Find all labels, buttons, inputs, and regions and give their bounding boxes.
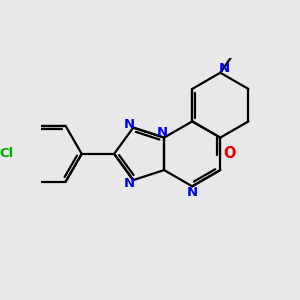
Text: N: N xyxy=(219,62,230,75)
Text: N: N xyxy=(187,186,198,199)
Text: O: O xyxy=(224,146,236,161)
Text: N: N xyxy=(123,177,134,190)
Text: Cl: Cl xyxy=(0,147,13,160)
Text: N: N xyxy=(123,118,134,131)
Text: N: N xyxy=(157,126,168,139)
